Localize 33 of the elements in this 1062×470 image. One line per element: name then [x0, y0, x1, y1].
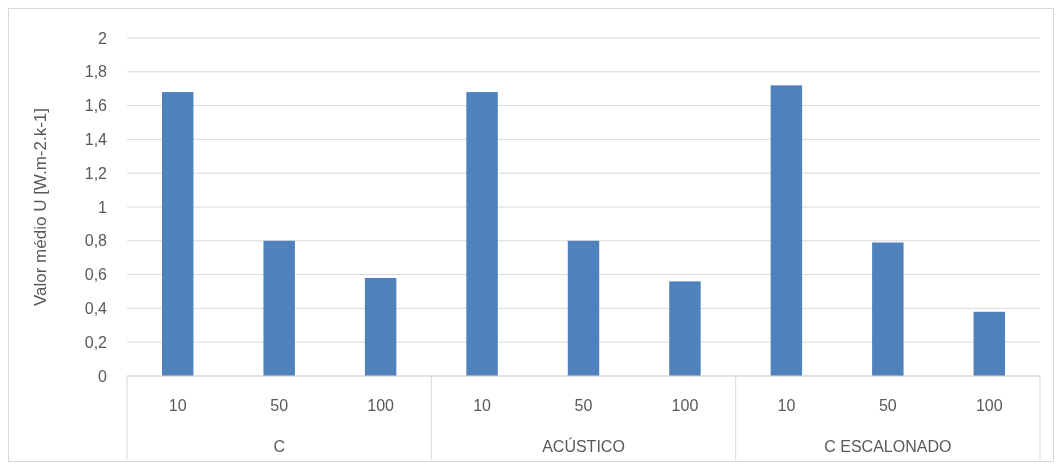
text: ACÚSTICO	[542, 437, 625, 455]
bar	[263, 240, 295, 376]
bar	[872, 242, 904, 376]
y-tick-label: 0,6	[84, 266, 108, 284]
x-tick-label: 50	[574, 397, 593, 414]
x-tick-label: 100	[367, 397, 395, 414]
bar	[770, 85, 803, 376]
y-tick-label: 1,8	[84, 63, 108, 81]
y-tick-label: 2	[98, 29, 108, 47]
y-tick-label: 1,6	[84, 97, 108, 115]
y-tick-label: 0,8	[84, 232, 108, 250]
text: C	[273, 438, 285, 455]
text: C ESCALONADO	[824, 438, 952, 455]
bar	[466, 92, 498, 376]
x-tick-label: 50	[878, 397, 897, 414]
x-tick-label: 10	[168, 397, 187, 414]
y-axis-title: Valor médio U [W.m-2.k-1]	[31, 107, 50, 307]
x-tick-label: 10	[473, 397, 492, 414]
bar	[973, 311, 1005, 376]
x-tick-label: 100	[975, 397, 1003, 414]
y-tick-label: 1,2	[84, 164, 108, 182]
x-tick-label: 100	[671, 397, 699, 414]
y-tick-label: 0,4	[84, 300, 108, 317]
x-tick-label: 50	[270, 397, 289, 414]
y-tick-label: 1	[98, 198, 108, 216]
x-tick-label: 10	[777, 397, 796, 414]
y-tick-label: 0,2	[84, 333, 108, 351]
bar	[567, 240, 600, 376]
bar	[364, 277, 397, 376]
y-tick-label: 0	[98, 367, 108, 385]
bar	[162, 92, 194, 376]
y-tick-label: 1,4	[84, 131, 108, 148]
bar	[669, 281, 701, 376]
